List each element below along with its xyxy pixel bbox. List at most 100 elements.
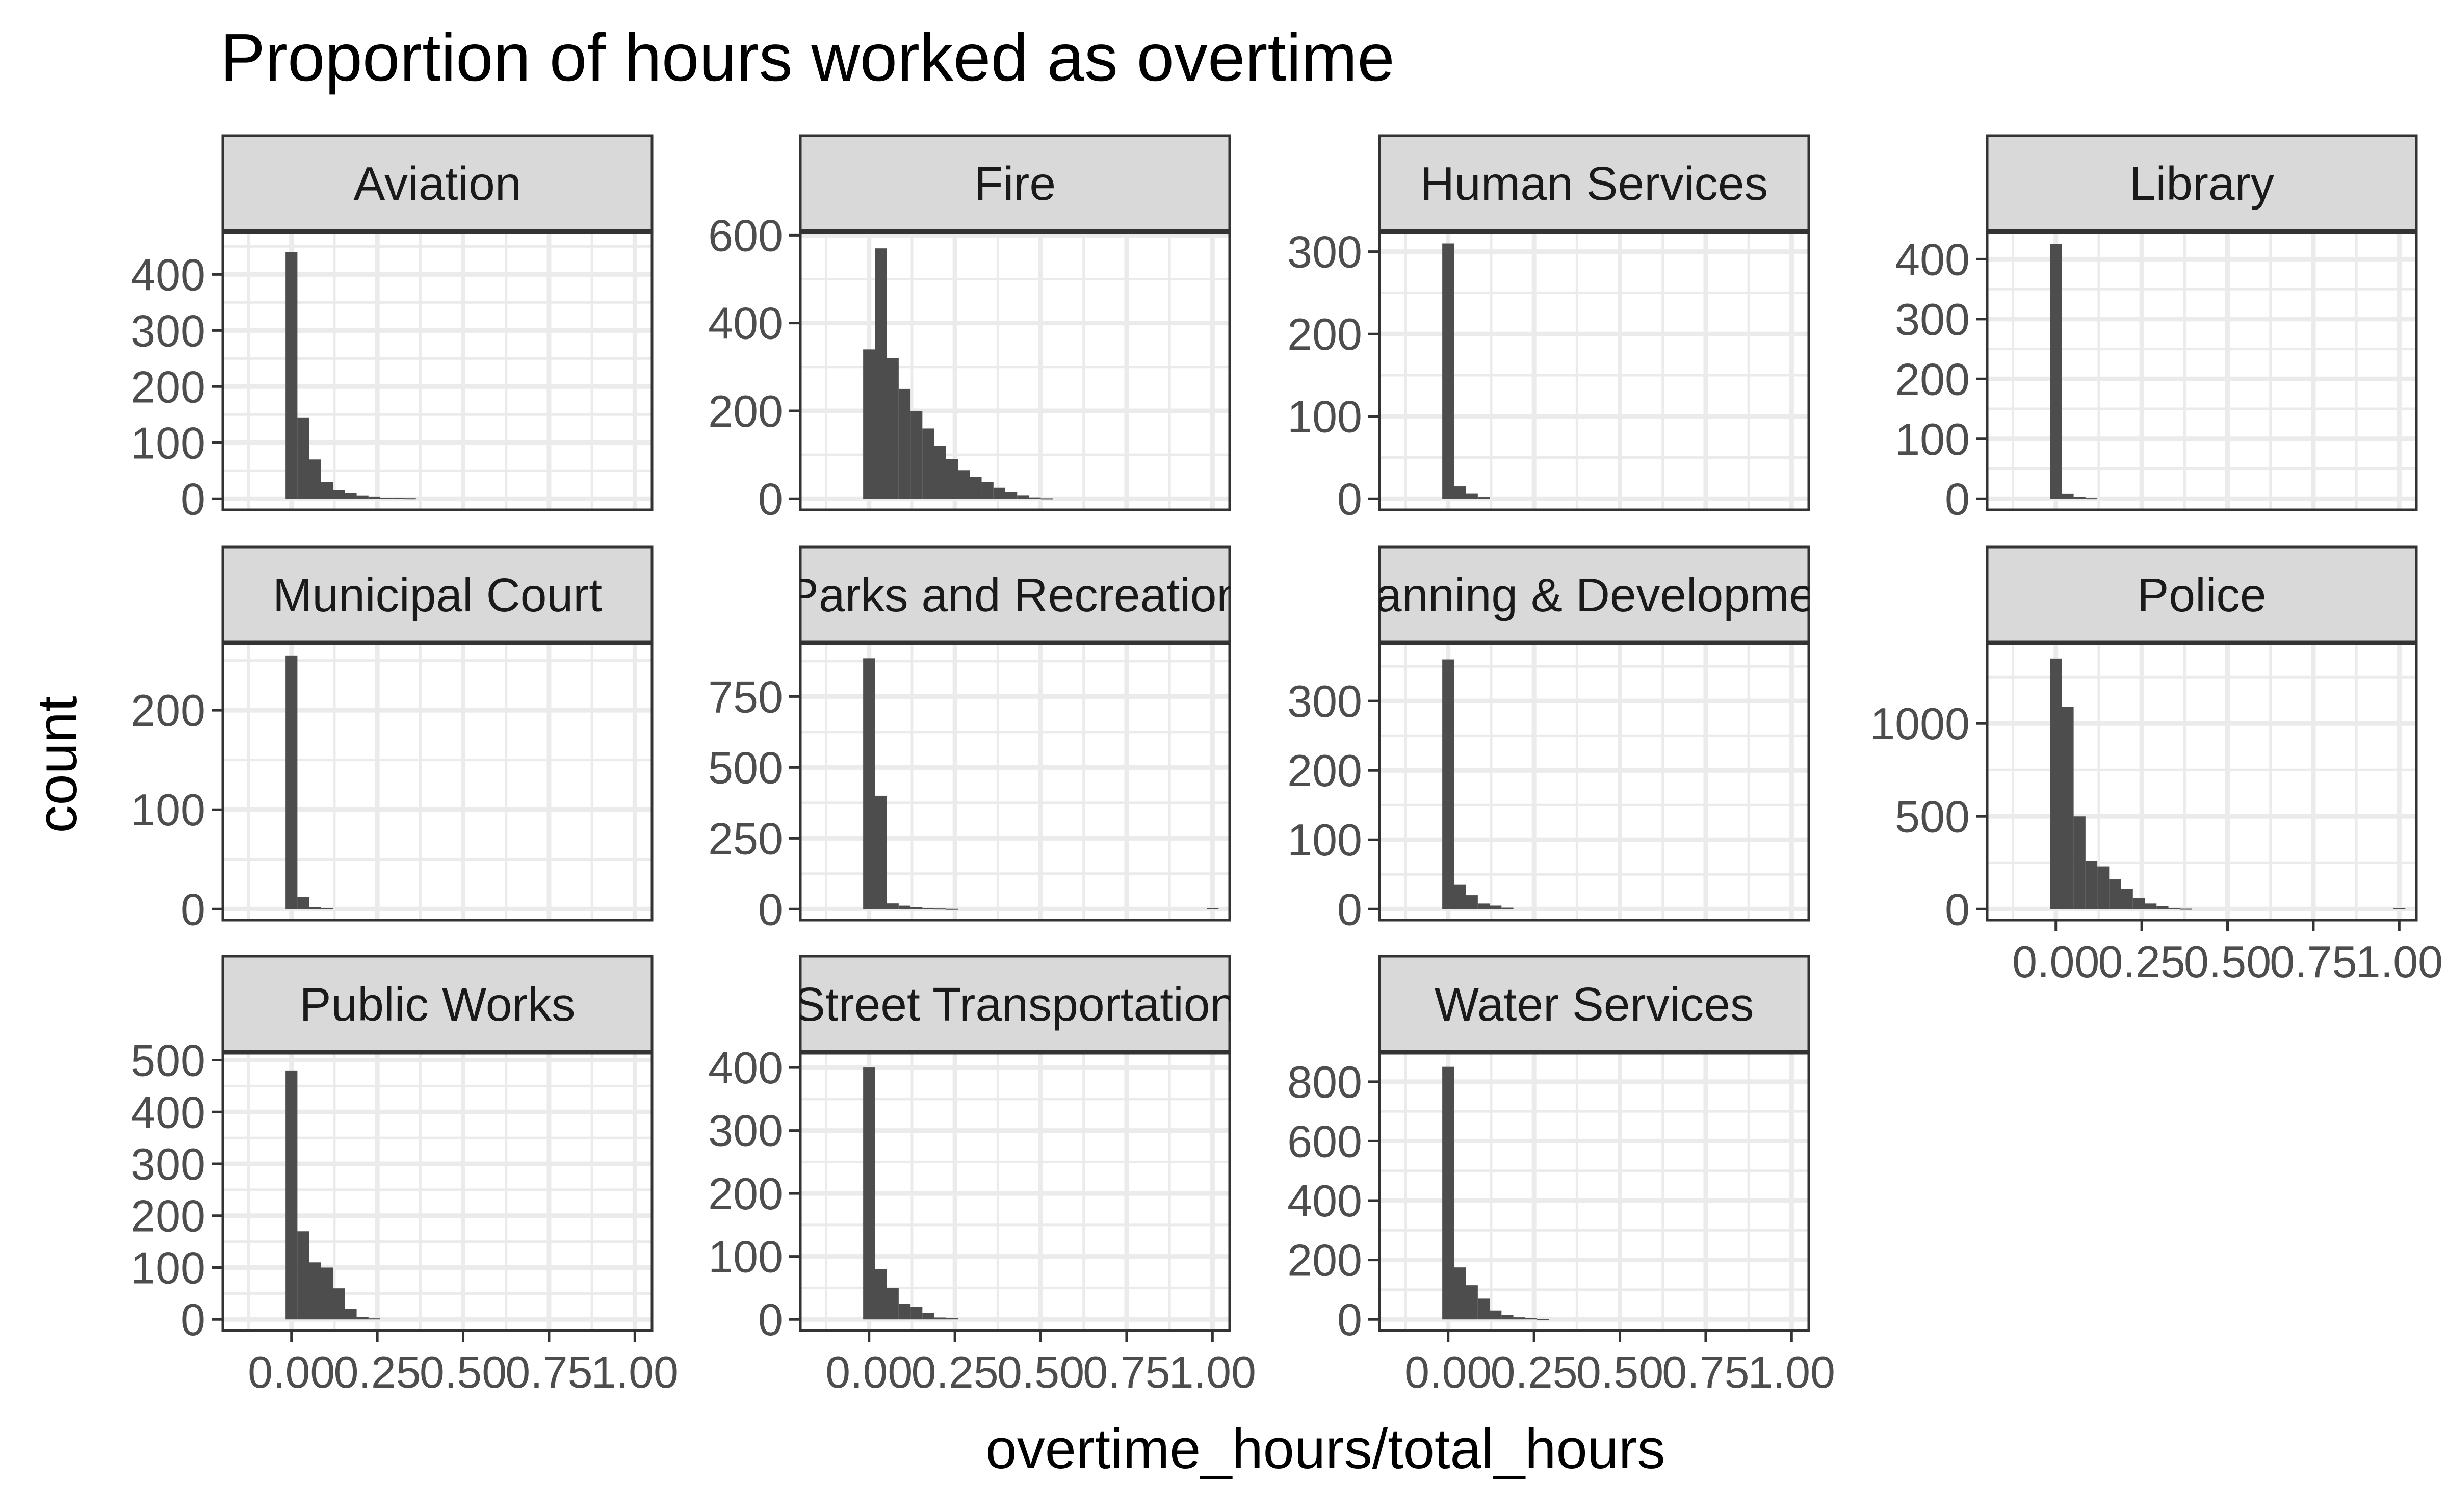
histogram-bar [1501,1315,1514,1320]
y-tick-label: 100 [708,1232,783,1282]
histogram-bar [934,1317,946,1320]
histogram-bar [1454,486,1466,499]
histogram-bar [1466,493,1478,499]
panel-water-services: Water Services 0 200 400 600 800 0.000.250.500… [1287,955,1835,1397]
y-tick-label: 500 [131,1035,205,1086]
facet-strip-label: Fire [974,157,1056,210]
histogram-bar [1017,495,1029,499]
histogram-bar [946,1318,958,1320]
histogram-bar [1040,498,1053,500]
y-tick-label: 200 [708,1168,783,1219]
y-tick-label: 1000 [1870,698,1970,749]
histogram-bar [2073,497,2086,499]
facet-strip [1378,134,1810,233]
x-tick-label: 0.00 [825,1347,913,1397]
x-tick-label: 0.50 [2184,936,2271,987]
x-tick-label: 0.25 [2098,936,2185,987]
histogram-bar [285,252,298,499]
histogram-bar [2393,908,2406,909]
histogram-bar [2132,898,2145,909]
histogram-bar [285,1070,298,1320]
histogram-bar [297,417,309,499]
y-tick-label: 200 [1895,354,1970,404]
facet-strip-label: Water Services [1434,978,1754,1031]
y-axis-title: count [26,696,89,833]
y-tick-label: 100 [131,418,205,468]
histogram-bar [2062,493,2074,499]
y-tick-label: 300 [131,305,205,356]
histogram-bar [1207,908,1219,909]
histogram-bar [1490,1310,1502,1320]
histogram-bar [1029,497,1041,499]
histogram-bar [1442,659,1454,909]
y-tick-label: 800 [1287,1057,1362,1107]
y-tick-label: 400 [131,249,205,300]
y-tick-label: 400 [131,1087,205,1137]
histogram-bar [863,658,875,909]
histogram-bar [1525,1318,1538,1320]
histogram-bar [368,1318,381,1320]
histogram-bar [2050,244,2062,499]
panel-human-services: Human Services 0 100 200 300 [1287,134,1810,524]
y-tick-label: 0 [1337,474,1362,524]
histogram-bar [934,908,946,910]
facet-strip [799,955,1231,1054]
x-tick-label: 0.50 [997,1347,1084,1397]
histogram-bar [910,410,923,499]
histogram-bar [1537,1319,1549,1320]
histogram-bar [1442,243,1454,499]
y-tick-label: 0 [758,474,783,524]
histogram-bar [392,498,404,499]
histogram-bar [368,496,381,499]
facet-strip [1986,545,2418,644]
panel-fire: Fire 0 200 400 600 [708,134,1231,524]
panel-police: Police 0 500 1000 0.000.250.500.751.00 [1870,545,2443,987]
histogram-bar [356,495,369,499]
histogram-bar [875,248,887,499]
histogram-bar [2073,816,2086,909]
histogram-bar [2050,658,2062,909]
panel-parks-and-recreation: Parks and Recreation 0 250 500 750 [708,545,1231,934]
histogram-bar [2085,498,2098,500]
histogram-bar [1501,907,1514,909]
histogram-bar [922,908,934,909]
histogram-bar [1477,903,1490,909]
x-tick-label: 0.25 [333,1347,421,1397]
y-tick-label: 300 [1895,294,1970,345]
histogram-bar [970,477,982,499]
histogram-bar [309,459,321,499]
histogram-bar [2180,908,2193,910]
histogram-bar [1005,492,1018,499]
facet-strip [221,134,654,233]
histogram-bar [898,905,911,909]
x-tick-label: 0.75 [1083,1347,1170,1397]
histogram-bar [1513,1317,1525,1320]
y-tick-label: 600 [708,210,783,260]
histogram-bar [1454,884,1466,909]
y-tick-label: 400 [1287,1176,1362,1226]
y-tick-label: 200 [131,685,205,736]
histogram-bar [297,1231,309,1320]
histogram-bar [2097,866,2110,909]
histogram-bar [2109,879,2121,909]
histogram-bar [875,1269,887,1320]
y-tick-label: 200 [1287,1235,1362,1286]
x-tick-label: 0.50 [420,1347,507,1397]
facet-strip-label: Aviation [353,157,521,210]
facet-strip-label: Street Transportation [794,978,1236,1031]
histogram-bar [910,907,923,909]
y-tick-label: 0 [758,1294,783,1345]
histogram-bar [333,1288,345,1320]
y-tick-label: 100 [131,785,205,835]
chart-title: Proportion of hours worked as overtime [220,20,1395,95]
histogram-bar [2145,903,2157,909]
histogram-bar [2121,889,2133,909]
histogram-bar [321,482,333,499]
facet-strip-label: Planning & Development [1333,568,1855,621]
y-tick-label: 200 [131,361,205,412]
y-tick-label: 500 [1895,791,1970,842]
histogram-bar [1477,1298,1490,1320]
histogram-bar [1454,1267,1466,1320]
